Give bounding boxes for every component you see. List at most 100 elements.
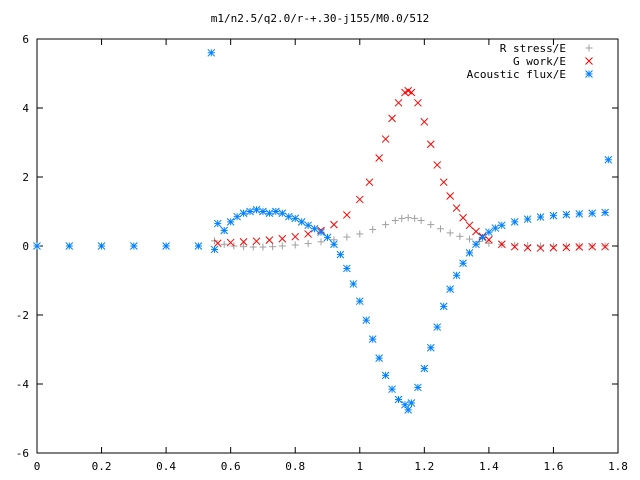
data-point (510, 217, 519, 226)
data-point (510, 242, 519, 251)
data-point (343, 264, 351, 273)
legend-label: Acoustic flux/E (467, 68, 566, 81)
data-point (420, 364, 429, 373)
data-point (252, 205, 261, 214)
x-tick-label: 0 (34, 460, 41, 473)
data-point (207, 48, 216, 57)
data-point (407, 88, 416, 97)
data-point (213, 219, 222, 228)
y-tick-label: 4 (22, 102, 29, 115)
data-point (129, 242, 138, 250)
data-point (381, 371, 390, 380)
legend-label: R stress/E (500, 42, 566, 55)
data-point (575, 243, 584, 251)
data-point (446, 229, 454, 237)
data-point (297, 217, 306, 226)
data-point (239, 209, 248, 218)
data-point (355, 297, 364, 306)
data-point (317, 238, 325, 246)
data-point (446, 285, 455, 293)
data-point (343, 211, 351, 219)
legend-marker (585, 70, 593, 78)
data-point (33, 242, 41, 250)
data-point (278, 209, 287, 218)
data-point (304, 221, 312, 230)
data-point (523, 243, 532, 252)
data-point (375, 354, 383, 362)
chart-title: m1/n2.5/q2.0/r-+.30-j155/M0.0/512 (211, 12, 430, 25)
y-tick-label: 0 (22, 240, 29, 253)
data-point (497, 240, 506, 249)
data-point (269, 243, 277, 251)
data-point (375, 154, 383, 162)
data-point (511, 241, 519, 249)
data-point (456, 232, 464, 240)
data-point (304, 230, 312, 238)
data-point (265, 236, 274, 244)
data-point (433, 161, 442, 169)
legend-marker (585, 57, 593, 65)
data-point (259, 207, 267, 216)
data-point (97, 242, 106, 250)
data-point (439, 302, 448, 311)
data-point (604, 155, 613, 164)
data-point (355, 195, 364, 204)
x-tick-label: 1.2 (414, 460, 434, 473)
data-point (388, 385, 396, 394)
data-point (213, 239, 222, 248)
x-tick-label: 1 (356, 460, 363, 473)
data-point (388, 114, 396, 123)
data-point (601, 242, 609, 251)
data-point (278, 242, 286, 250)
data-point (411, 214, 419, 222)
data-point (485, 239, 493, 247)
data-point (426, 140, 435, 149)
data-point (211, 237, 219, 245)
series-0 (211, 214, 609, 251)
data-point (246, 207, 254, 216)
x-tick-label: 1.6 (544, 460, 564, 473)
data-point (240, 243, 248, 251)
data-point (391, 216, 399, 224)
data-point (497, 221, 506, 230)
data-point (291, 241, 299, 249)
data-point (452, 204, 461, 212)
data-point (485, 228, 493, 237)
data-point (601, 208, 609, 217)
y-tick-label: -4 (16, 378, 30, 391)
data-point (588, 242, 597, 251)
data-point (523, 215, 532, 223)
data-point (210, 245, 219, 254)
y-tick-label: 6 (22, 33, 29, 46)
data-point (259, 243, 267, 251)
series-2 (33, 48, 613, 414)
data-point (220, 240, 228, 248)
y-tick-label: -2 (16, 309, 29, 322)
x-tick-label: 1.8 (608, 460, 628, 473)
marks-group (33, 48, 613, 414)
data-point (330, 220, 338, 229)
data-point (265, 209, 274, 218)
data-point (291, 214, 300, 223)
data-point (562, 242, 570, 250)
data-point (194, 242, 203, 250)
data-point (381, 135, 390, 143)
data-point (404, 406, 413, 414)
data-point (272, 207, 280, 216)
data-point (549, 243, 558, 252)
data-point (323, 233, 332, 242)
data-point (452, 271, 461, 280)
legend-marker (585, 44, 593, 52)
data-point (291, 232, 300, 241)
data-point (284, 212, 293, 221)
x-tick-label: 0.2 (92, 460, 112, 473)
x-tick-label: 0.4 (156, 460, 176, 473)
data-point (336, 250, 345, 259)
data-point (427, 221, 435, 229)
data-point (420, 117, 429, 126)
data-point (465, 249, 474, 257)
data-point (562, 243, 571, 252)
data-point (330, 240, 338, 249)
data-point (343, 233, 351, 241)
data-point (417, 216, 425, 224)
